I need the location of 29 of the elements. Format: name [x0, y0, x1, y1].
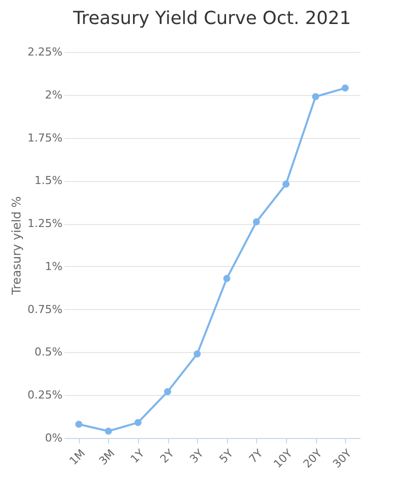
- y-tick-label: 1%: [45, 260, 62, 273]
- point: [194, 350, 201, 358]
- x-tick-label: 5Y: [216, 446, 236, 466]
- point: [342, 84, 349, 92]
- y-tick-label: 0%: [45, 432, 62, 444]
- x-tick-label: 1M: [66, 446, 88, 468]
- y-axis-title: Treasury yield %: [10, 196, 24, 296]
- y-tick-label: 1.5%: [34, 174, 62, 188]
- point: [75, 420, 82, 428]
- point: [134, 419, 142, 426]
- y-tick-label: 0.75%: [28, 302, 62, 316]
- point: [282, 180, 290, 188]
- point: [252, 218, 260, 226]
- y-tick-label: 1.75%: [28, 131, 62, 144]
- point: [312, 93, 320, 100]
- x-tick-label: 7Y: [246, 446, 266, 466]
- y-tick-label: 0.5%: [34, 346, 62, 359]
- point: [223, 274, 230, 282]
- chart-title: Treasury Yield Curve Oct. 2021: [72, 8, 351, 29]
- y-tick-label: 2.25%: [28, 46, 62, 58]
- x-tick-label: 1Y: [128, 446, 148, 466]
- point: [164, 388, 172, 396]
- point: [104, 428, 112, 435]
- x-tick-label: 3M: [96, 446, 118, 468]
- x-tick-label: 3Y: [187, 446, 206, 466]
- y-tick-label: 1.25%: [28, 217, 62, 230]
- y-tick-label: 0.25%: [28, 388, 62, 402]
- y-tick-label: 2%: [45, 88, 62, 102]
- x-tick-label: 2Y: [158, 446, 177, 466]
